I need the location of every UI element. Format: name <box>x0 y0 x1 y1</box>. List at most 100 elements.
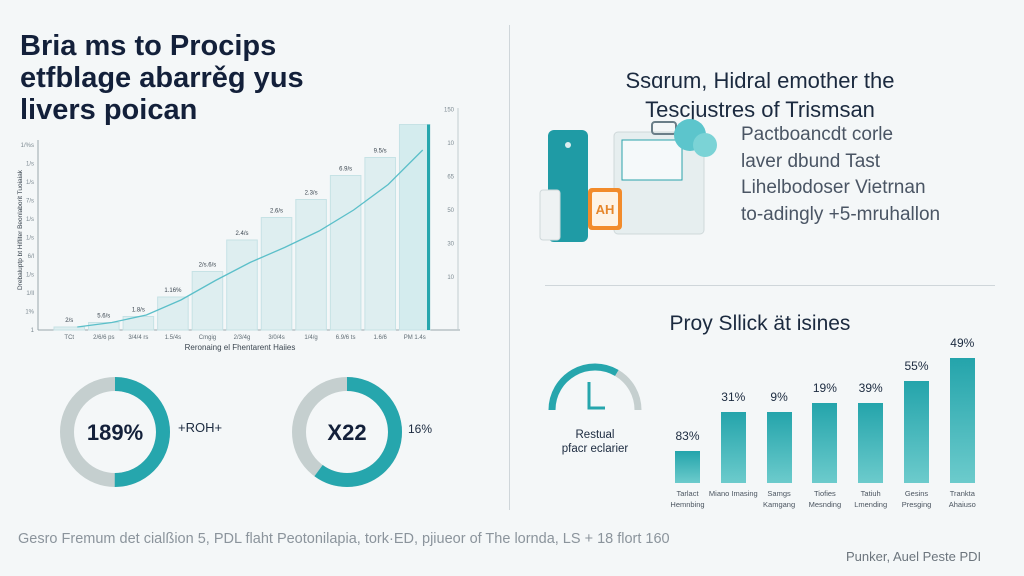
donut-2-center-label: X22 <box>327 420 367 445</box>
bar-data-label: 5.6/s <box>97 314 110 320</box>
x-tick-label: 2/6/6 ps <box>93 335 114 341</box>
small-bottle <box>539 189 561 241</box>
left-tick-label: 1/s <box>26 273 34 279</box>
y-axis-title: Drebaluptp bt Hifliter Beonlaborit Tuoia… <box>17 169 24 290</box>
left-tick-label: 1/s <box>26 162 34 168</box>
x-tick-label: 2/3/4g <box>234 335 251 341</box>
section-title: Proy Sllick ät isines <box>669 312 851 335</box>
description-line: Pactboancdt corle <box>741 124 894 145</box>
bar-data-label: 6.9/s <box>339 167 352 173</box>
left-title-line: etfblage abarrěg yus <box>20 62 304 94</box>
left-tick-label: 6/l <box>28 254 34 260</box>
category-label: Tarlact Hemnbing <box>670 489 705 509</box>
gauge-label-line: pfacr eclarier <box>561 443 629 455</box>
right-tick-label: 65 <box>447 175 454 181</box>
bar-data-label: 2/s.6/s <box>199 263 217 269</box>
bar-data-label: 2.3/s <box>305 191 318 197</box>
balloon-icon <box>693 133 717 157</box>
bar <box>675 450 700 483</box>
description-line: to-adingly +5-mruhallon <box>741 203 941 225</box>
bar <box>226 239 258 331</box>
category-label: Gesins Presging <box>901 489 932 509</box>
bar-data-label: 31% <box>721 389 746 404</box>
footer-source: Gesro Fremum det cialßion 5, PDL flaht P… <box>18 531 670 547</box>
left-title-line: Bria ms to Procips <box>20 30 277 62</box>
bar-data-label: 19% <box>812 381 837 395</box>
bar-data-label: 2.4/s <box>235 231 248 237</box>
x-tick-label: TCt <box>64 335 74 341</box>
right-tick-label: 30 <box>447 242 454 248</box>
x-axis-title: Reronaing el Fhentarent Haiies <box>185 343 296 352</box>
bar <box>812 403 838 483</box>
x-tick-label: 1.5/4s <box>165 335 181 341</box>
bar-data-label: 2/s <box>65 318 73 324</box>
right-title-line: Tescjustres of Trismsan <box>645 97 875 122</box>
bar-data-label: 83% <box>675 428 700 443</box>
bar <box>260 217 293 331</box>
x-tick-label: 1.6/6 <box>374 335 388 341</box>
bag-panel <box>621 139 683 181</box>
bar-data-label: 1.8/s <box>132 308 145 314</box>
bar-data-label: 2.6/s <box>270 209 283 215</box>
left-title-line: livers poican <box>20 94 198 126</box>
x-tick-label: 1/4/g <box>304 335 317 341</box>
bar <box>949 358 975 483</box>
bar-data-label: 55% <box>904 358 929 373</box>
bar <box>858 403 884 483</box>
left-tick-label: 7/s <box>26 199 34 205</box>
left-tick-label: 1/s <box>26 217 34 223</box>
donut-chart-1 <box>60 377 170 487</box>
bar <box>88 322 120 331</box>
left-tick-label: 1 <box>31 328 35 334</box>
description-line: Lihelbodoser Vietrnan <box>741 177 926 198</box>
left-tick-label: 1/ll <box>26 291 34 297</box>
bar-data-label: 39% <box>858 381 883 395</box>
bar <box>157 296 189 331</box>
gauge-chart <box>548 363 642 411</box>
right-tick-label: 150 <box>444 108 455 114</box>
right-tick-label: 10 <box>447 275 454 281</box>
bar <box>53 326 86 331</box>
x-tick-label: 6.9/6 ts <box>336 335 356 341</box>
donut-chart-2 <box>292 377 402 487</box>
bar-highlight-edge <box>427 124 430 330</box>
donut-1-center-label: 189% <box>86 420 144 445</box>
footer-credit: Punker, Auel Peste PDI <box>846 549 982 564</box>
bar <box>329 175 362 331</box>
category-label: Trankta Ahaiuso <box>948 489 976 509</box>
description: Pactboancdt corle laver dbund Tast Lihel… <box>741 122 940 228</box>
trend-line <box>77 149 424 328</box>
right-tick-label: 10 <box>447 141 454 147</box>
bar-data-label: 9% <box>770 389 788 404</box>
description-line: laver dbund Tast <box>741 150 881 172</box>
bar <box>191 271 224 331</box>
right-tick-label: 50 <box>447 208 454 214</box>
x-tick-label: PM 1.4s <box>404 335 426 341</box>
category-label: Samgs Kamgang <box>763 489 796 509</box>
donut-2-side-label: 16% <box>408 422 433 436</box>
bar <box>364 157 396 331</box>
bar <box>398 124 431 331</box>
category-label: Tiofies Mesnding <box>808 489 842 509</box>
bar <box>295 199 327 331</box>
x-tick-label: Cmgig <box>199 335 216 341</box>
gauge-label: Restual pfacr eclarier <box>545 428 645 456</box>
gauge-track <box>614 369 642 411</box>
left-tick-label: 1/s <box>26 236 34 242</box>
bar <box>766 411 792 483</box>
bar-data-label: 1.16% <box>164 288 182 294</box>
bar-data-label: 49% <box>950 336 975 350</box>
x-tick-label: 3/4/4 rs <box>128 335 148 341</box>
left-title: Bria ms to Procips etfblage abarrěg yus … <box>20 30 304 126</box>
bar-data-label: 9.5/s <box>374 149 387 155</box>
bar <box>720 411 746 483</box>
medical-illustration: AH <box>539 119 717 242</box>
badge-text: AH <box>596 202 615 217</box>
horizontal-divider <box>545 285 995 286</box>
category-label: Tatiuh Lmending <box>854 489 888 509</box>
x-tick-label: 3/0/4s <box>268 335 284 341</box>
clock-hands-icon <box>587 382 605 410</box>
gauge-fill <box>548 363 619 411</box>
left-tick-label: 1% <box>25 310 34 316</box>
left-tick-label: 1/%s <box>21 143 34 149</box>
